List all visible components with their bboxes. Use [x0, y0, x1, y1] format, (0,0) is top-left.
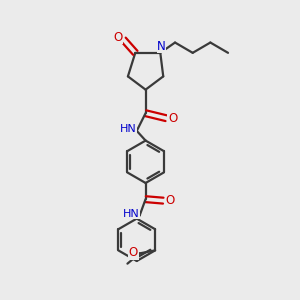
Text: O: O: [129, 246, 138, 259]
Text: N: N: [157, 40, 166, 53]
Text: O: O: [114, 31, 123, 44]
Text: HN: HN: [120, 124, 137, 134]
Text: HN: HN: [123, 209, 140, 219]
Text: O: O: [165, 194, 174, 207]
Text: O: O: [168, 112, 177, 125]
